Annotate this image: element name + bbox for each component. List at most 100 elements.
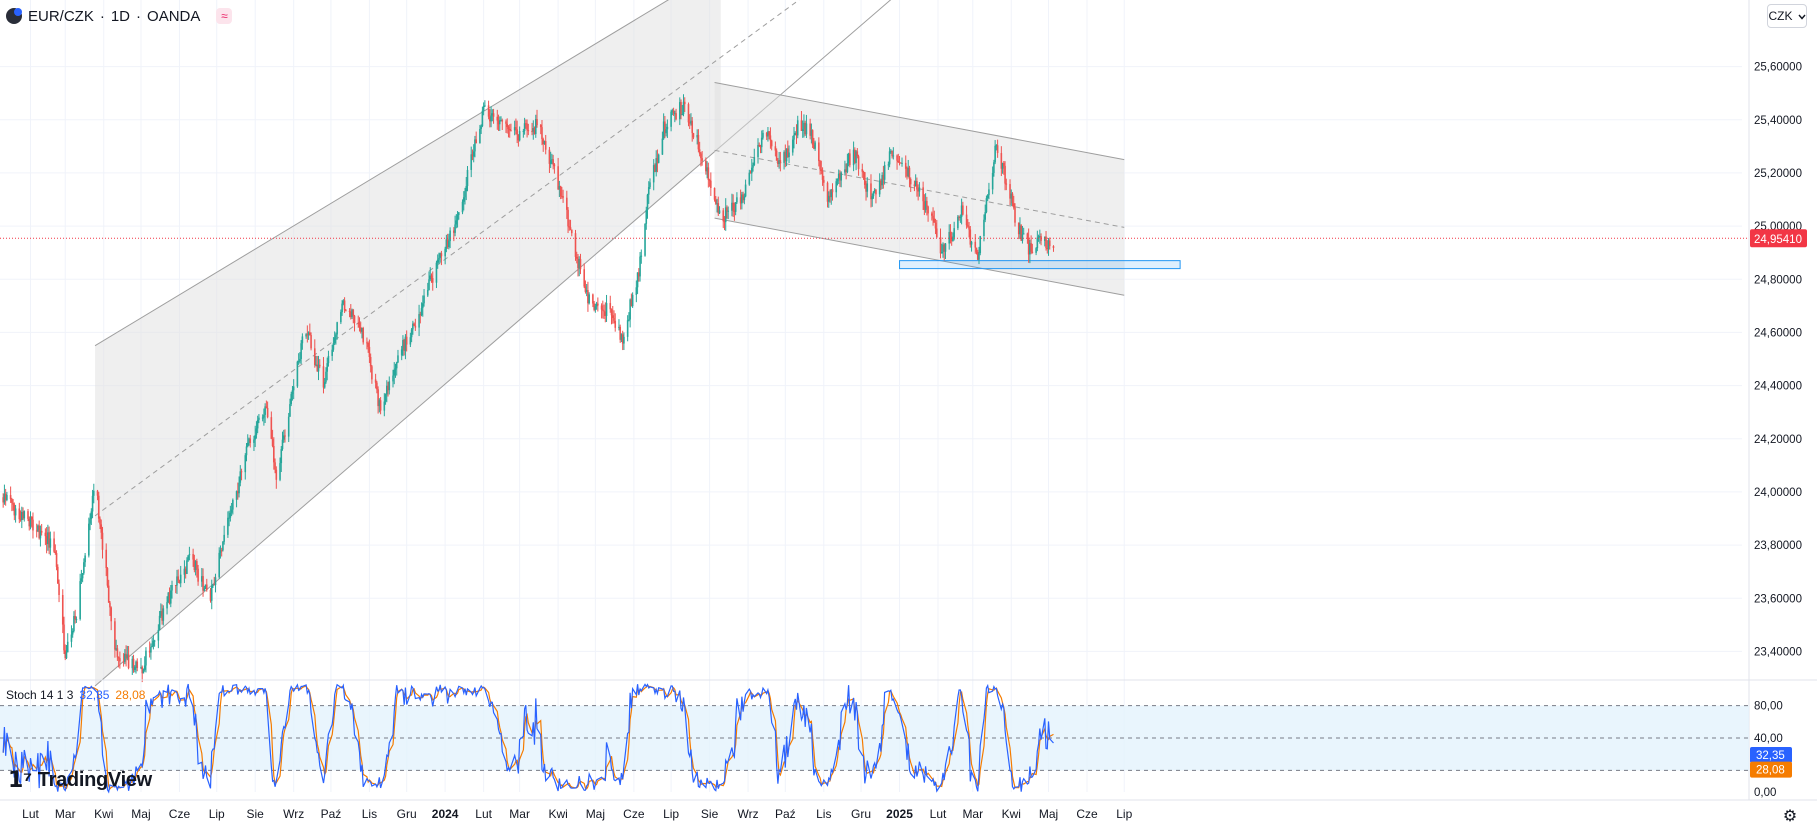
candle-body (551, 159, 553, 161)
candle-body (621, 334, 624, 344)
price-axis-label: 24,80000 (1754, 274, 1802, 286)
candle-body (374, 379, 377, 383)
candle-body (140, 667, 142, 669)
candle-body (644, 223, 646, 256)
tradingview-logo[interactable]: 𝟭⁷ TradingView (8, 767, 152, 793)
candle-body (785, 148, 788, 162)
candle-body (1004, 165, 1006, 184)
candle-body (908, 167, 911, 180)
candle-body (638, 272, 640, 277)
candle-body (168, 592, 171, 604)
candle-body (809, 123, 811, 136)
candle-body (210, 586, 213, 601)
candle-body (325, 371, 327, 383)
candle-body (839, 173, 841, 181)
candle-body (914, 180, 917, 187)
candle-body (305, 334, 307, 337)
candle-body (93, 490, 95, 496)
candle-body (446, 239, 449, 247)
candle-body (583, 269, 585, 287)
candle-body (878, 180, 881, 195)
interval-label[interactable]: 1D (110, 7, 131, 25)
candle-body (126, 654, 129, 658)
approx-icon[interactable]: ≈ (216, 8, 233, 24)
stoch-d-tag (1750, 761, 1792, 778)
candle-body (907, 167, 910, 177)
candle-body (377, 389, 379, 407)
candle-body (680, 102, 682, 115)
stoch-legend[interactable]: Stoch 14 1 3 32,35 28,08 (6, 688, 145, 702)
candle-body (73, 616, 75, 631)
candle-body (362, 328, 365, 343)
candle-body (349, 311, 352, 318)
candle-body (414, 325, 417, 328)
candle-body (901, 162, 903, 164)
candle-body (777, 160, 779, 164)
candle-body (55, 553, 58, 567)
candle-body (962, 205, 964, 215)
candle-body (177, 576, 180, 581)
candle-body (183, 568, 186, 575)
candle-body (664, 121, 666, 134)
symbol-header[interactable]: EUR/CZK · 1D · OANDA ≈ (6, 5, 233, 27)
candle-body (413, 323, 415, 326)
candle-body (438, 257, 440, 260)
candle-body (549, 160, 552, 164)
candle-body (48, 532, 50, 548)
candle-body (986, 195, 989, 199)
candle-body (533, 128, 536, 135)
candle-body (733, 210, 736, 212)
candle-body (1035, 248, 1037, 253)
candle-body (99, 518, 101, 525)
current-price-tag (1750, 229, 1807, 248)
tradingview-logo-icon: 𝟭⁷ (8, 767, 32, 792)
candle-body (114, 621, 116, 650)
candle-body (760, 137, 763, 148)
candle-body (20, 511, 23, 521)
candle-body (213, 584, 216, 586)
candle-body (176, 576, 178, 586)
candle-body (909, 179, 912, 185)
candle-body (402, 340, 404, 350)
candle-body (418, 314, 420, 328)
candle-body (965, 214, 968, 226)
candle-body (30, 516, 33, 520)
symbol-name[interactable]: EUR/CZK (28, 7, 94, 25)
candle-body (188, 554, 191, 556)
candle-body (161, 611, 163, 621)
candle-body (846, 163, 849, 172)
candle-body (179, 574, 182, 584)
candle-body (713, 187, 716, 200)
candle-body (705, 160, 707, 172)
time-axis-label: Gru (397, 807, 417, 821)
candle-body (230, 509, 233, 513)
candle-body (570, 229, 573, 234)
candle-body (464, 191, 466, 198)
currency-button[interactable]: CZK (1767, 4, 1807, 28)
candle-body (1019, 225, 1021, 235)
candle-body (435, 262, 438, 283)
candle-body (371, 366, 373, 380)
candle-body (714, 199, 717, 204)
candle-body (475, 139, 477, 144)
candle-body (508, 129, 511, 131)
candle-body (587, 290, 589, 304)
candle-body (985, 198, 988, 213)
candle-body (899, 162, 902, 164)
time-axis-label: Mar (962, 807, 983, 821)
candle-body (357, 322, 360, 324)
candle-body (361, 328, 363, 332)
candle-body (309, 332, 311, 336)
candle-body (187, 555, 189, 561)
price-axis-label: 24,20000 (1754, 434, 1802, 446)
candle-body (37, 525, 39, 531)
candle-body (423, 295, 425, 304)
candle-body (913, 184, 916, 187)
candle-body (883, 165, 886, 180)
candle-body (561, 195, 563, 197)
candle-body (541, 127, 543, 140)
settings-gear-icon[interactable]: ⚙ (1782, 808, 1798, 825)
candle-body (569, 227, 572, 230)
candle-body (646, 194, 649, 211)
